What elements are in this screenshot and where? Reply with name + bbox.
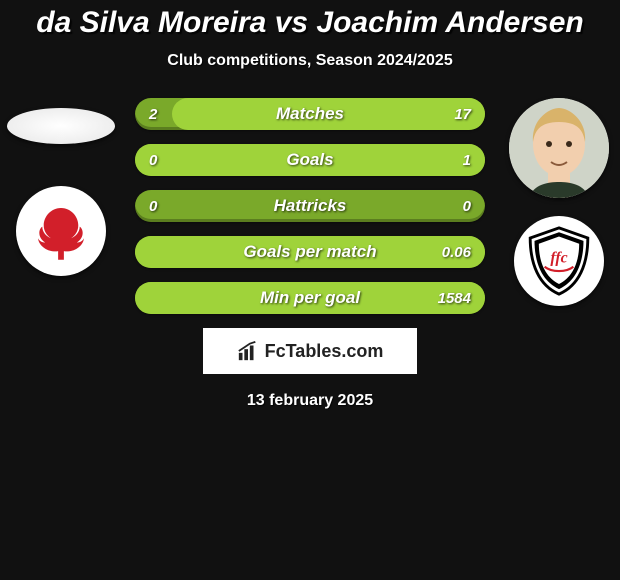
comparison-panel: ffc 2 Matches 17 0 Goals 1 0 Hattricks 0 Goals pe… — [0, 98, 620, 410]
fulham-icon: ffc — [523, 225, 595, 297]
player-left-avatar — [7, 108, 115, 144]
stat-bar: 2 Matches 17 — [135, 98, 485, 130]
stat-left-value: 0 — [149, 152, 157, 169]
stat-bars: 2 Matches 17 0 Goals 1 0 Hattricks 0 Goals per ma… — [135, 98, 485, 314]
stat-label: Goals — [286, 150, 333, 170]
player-left-column — [6, 98, 116, 276]
stat-right-value: 1 — [463, 152, 471, 169]
watermark-text: FcTables.com — [265, 341, 384, 362]
player-right-column: ffc — [504, 98, 614, 306]
stat-bar: 0 Hattricks 0 — [135, 190, 485, 222]
stat-label: Matches — [276, 104, 344, 124]
nottingham-forest-icon — [25, 195, 97, 267]
stat-left-value: 0 — [149, 198, 157, 215]
club-badge-right: ffc — [514, 216, 604, 306]
page-title: da Silva Moreira vs Joachim Andersen — [0, 0, 620, 40]
stat-right-value: 17 — [454, 106, 471, 123]
player-right-face-icon — [509, 98, 609, 198]
stat-label: Goals per match — [243, 242, 376, 262]
watermark: FcTables.com — [203, 328, 417, 374]
subtitle: Club competitions, Season 2024/2025 — [0, 52, 620, 70]
player-right-avatar — [509, 98, 609, 198]
stat-bar: Min per goal 1584 — [135, 282, 485, 314]
stat-bar: Goals per match 0.06 — [135, 236, 485, 268]
stat-right-value: 0.06 — [442, 244, 471, 261]
stat-right-value: 1584 — [438, 290, 471, 307]
stat-right-value: 0 — [463, 198, 471, 215]
stat-label: Hattricks — [274, 196, 347, 216]
stat-left-value: 2 — [149, 106, 157, 123]
club-badge-left — [16, 186, 106, 276]
svg-text:ffc: ffc — [550, 249, 567, 266]
date-label: 13 february 2025 — [0, 392, 620, 410]
stat-bar: 0 Goals 1 — [135, 144, 485, 176]
stat-label: Min per goal — [260, 288, 360, 308]
chart-bars-icon — [237, 340, 259, 362]
